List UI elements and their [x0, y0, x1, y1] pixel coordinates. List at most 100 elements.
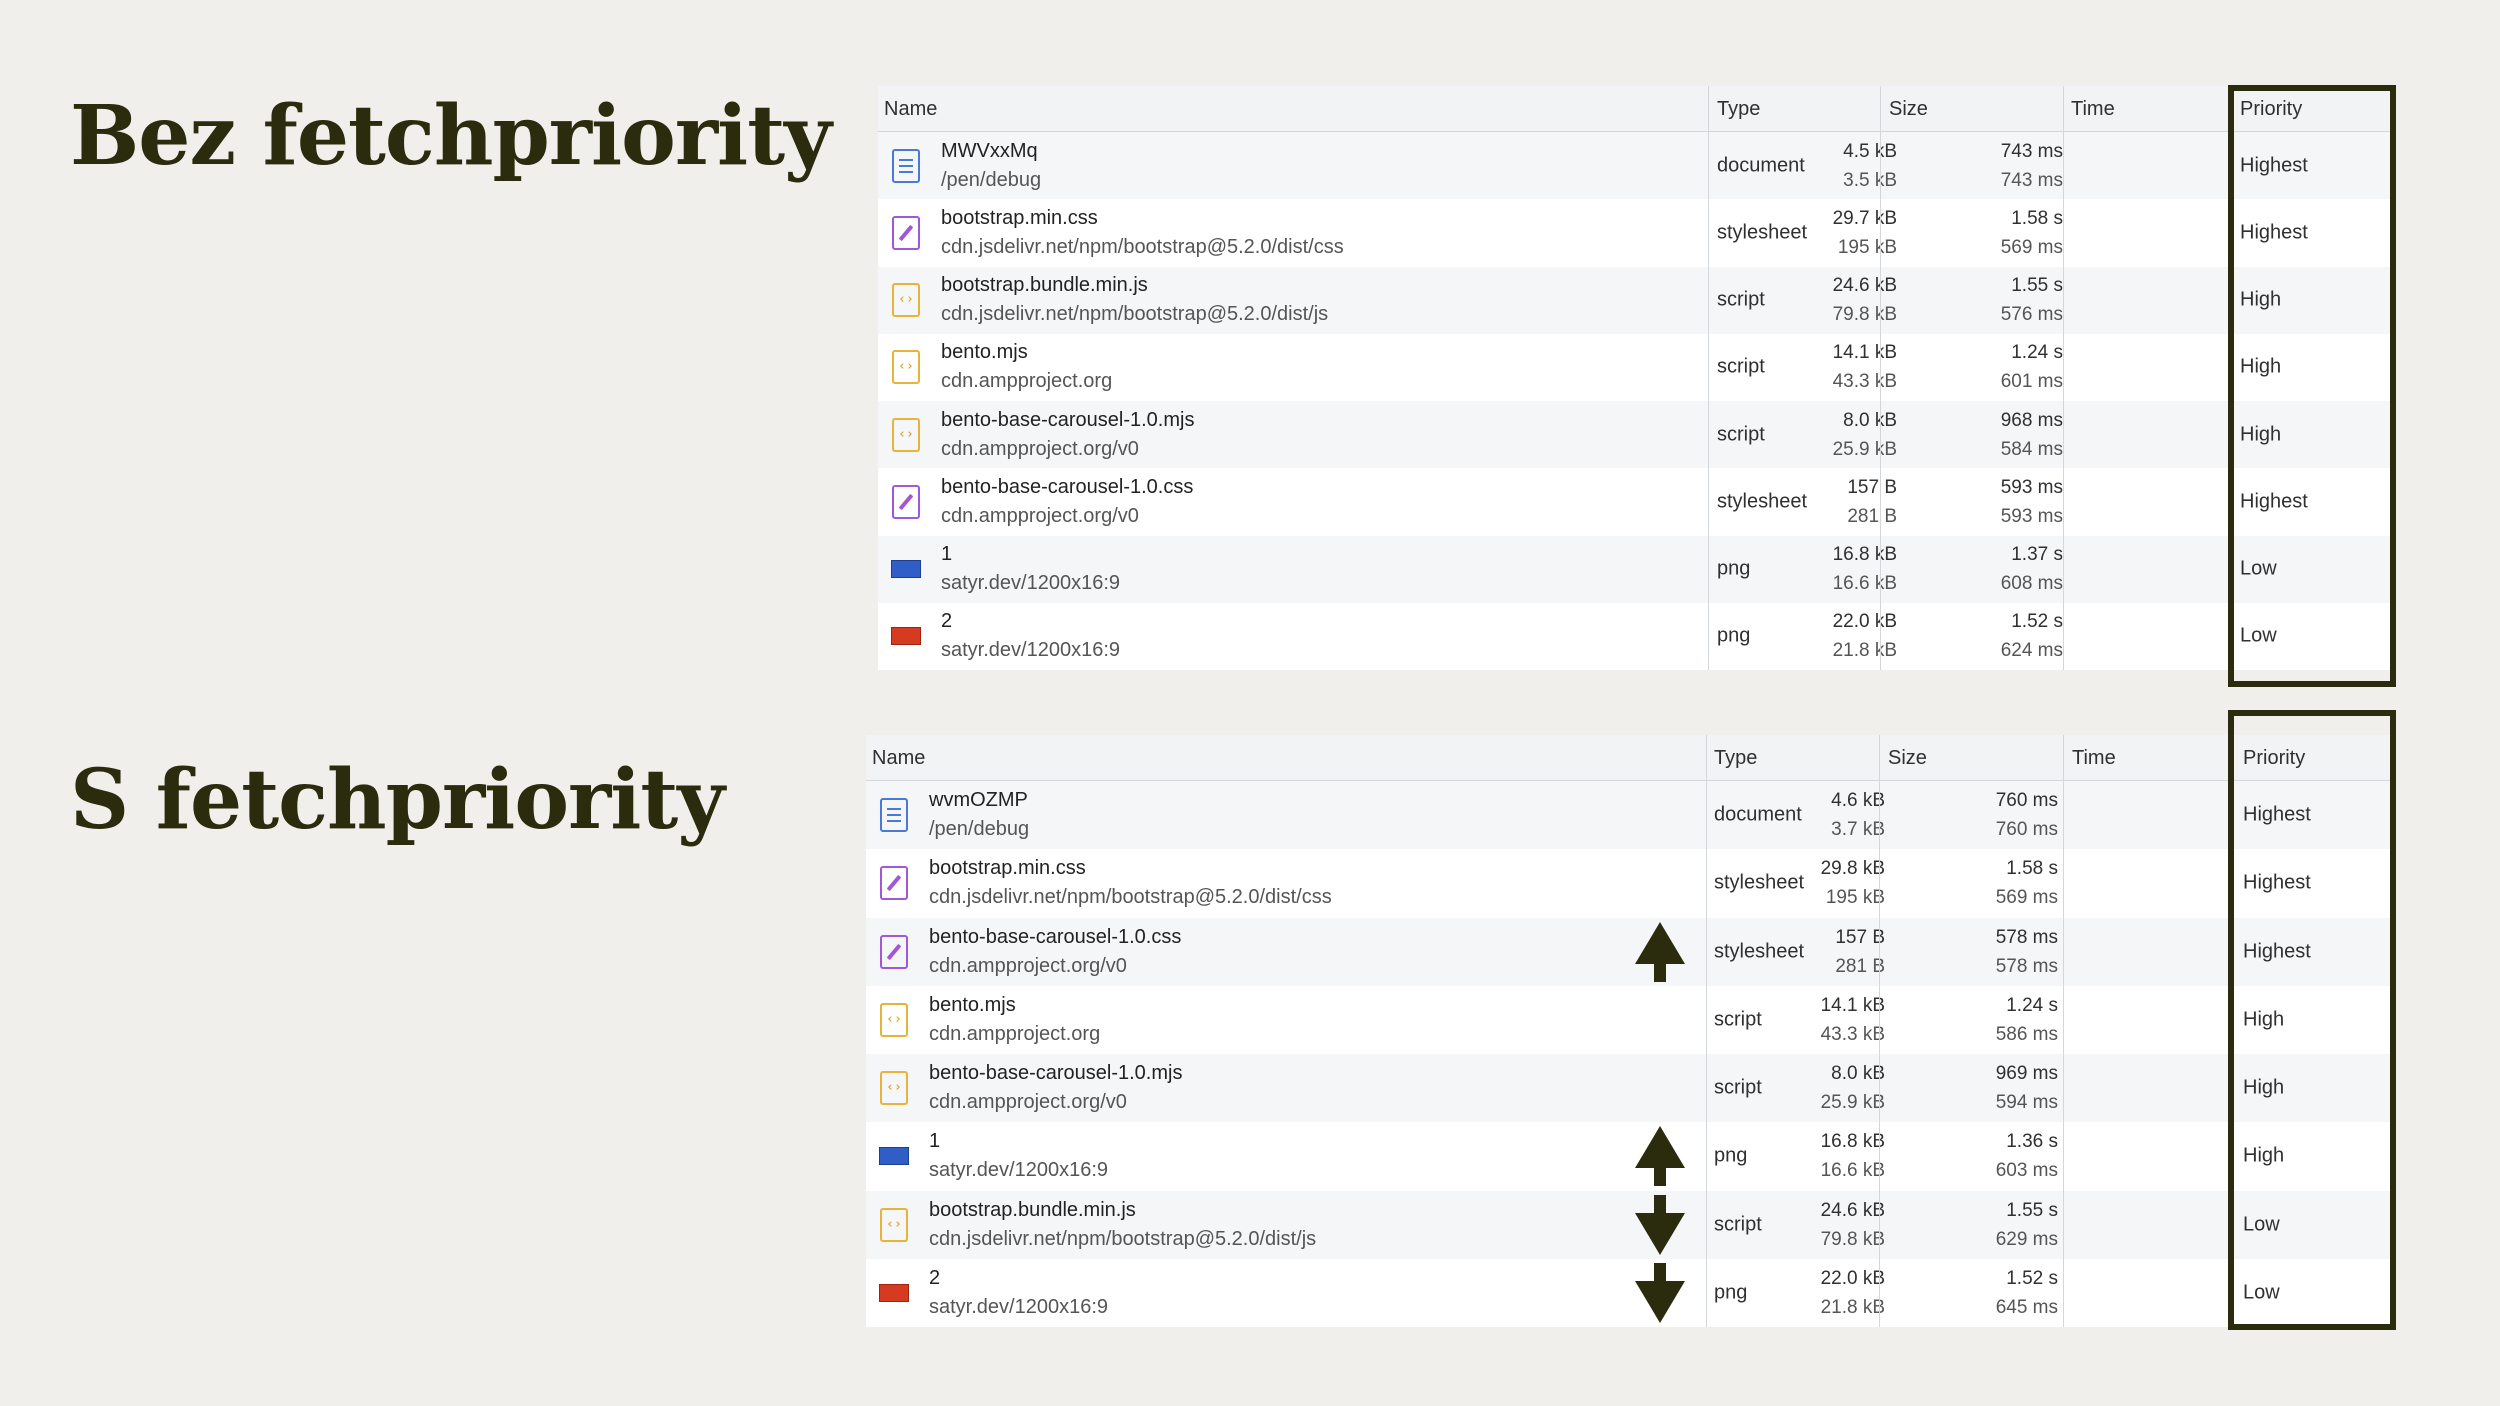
resource-size: 79.8 kB [1832, 304, 1897, 326]
latency-time: 601 ms [2000, 371, 2063, 393]
resource-domain: satyr.dev/1200x16:9 [941, 639, 1121, 662]
total-time: 1.37 s [2011, 544, 2063, 566]
header-size[interactable]: Size [1888, 747, 1927, 769]
size-cell: 22.0 kB 21.8 kB [1833, 607, 1897, 665]
table-row[interactable]: ‹› bento.mjs cdn.ampproject.org script 14.1 … [866, 985, 2392, 1054]
total-time: 1.58 s [2011, 207, 2063, 229]
column-divider [2063, 735, 2064, 1327]
title-without-fetchpriority: Bez fetchpriority [70, 88, 832, 184]
resource-size: 16.6 kB [1832, 573, 1897, 595]
priority-value: Highest [2243, 803, 2311, 826]
header-time[interactable]: Time [2071, 98, 2115, 120]
document-icon [892, 148, 920, 183]
size-cell: 16.8 kB 16.6 kB [1833, 540, 1897, 598]
header-time[interactable]: Time [2072, 747, 2116, 769]
resource-size: 79.8 kB [1820, 1228, 1885, 1250]
resource-domain: cdn.jsdelivr.net/npm/bootstrap@5.2.0/dis… [929, 886, 1332, 909]
script-icon: ‹› [892, 283, 920, 318]
png-red-icon [879, 1283, 909, 1302]
table-row[interactable]: bootstrap.min.css cdn.jsdelivr.net/npm/bo… [878, 199, 2392, 267]
resource-name-cell: bento.mjs cdn.ampproject.org [941, 338, 1112, 396]
size-cell: 14.1 kB 43.3 kB [1833, 338, 1897, 396]
priority-value: Highest [2240, 221, 2308, 244]
table-row[interactable]: 1 satyr.dev/1200x16:9 png 16.8 kB 16.6 kB 1.3… [878, 535, 2392, 603]
resource-name: bento.mjs [929, 993, 1016, 1016]
header-priority[interactable]: Priority [2240, 98, 2303, 120]
table-row[interactable]: ‹› bootstrap.bundle.min.js cdn.jsdelivr.ne… [866, 1190, 2392, 1259]
total-time: 760 ms [1995, 790, 2058, 812]
size-cell: 14.1 kB 43.3 kB [1821, 991, 1885, 1049]
header-priority[interactable]: Priority [2243, 747, 2306, 769]
resource-size: 25.9 kB [1820, 1092, 1885, 1114]
table-row[interactable]: bento-base-carousel-1.0.css cdn.ampprojec… [866, 917, 2392, 986]
resource-name-cell: bento-base-carousel-1.0.css cdn.ampprojec… [929, 923, 1181, 981]
table-row[interactable]: ‹› bootstrap.bundle.min.js cdn.jsdelivr.ne… [878, 266, 2392, 334]
resource-type: script [1714, 1213, 1762, 1236]
transfer-size: 24.6 kB [1832, 275, 1897, 297]
time-cell: 1.52 s 645 ms [1996, 1264, 2058, 1322]
resource-domain: cdn.ampproject.org/v0 [929, 954, 1127, 977]
resource-domain: cdn.ampproject.org [941, 370, 1113, 393]
resource-name: bento-base-carousel-1.0.css [929, 925, 1182, 948]
priority-value: High [2240, 288, 2282, 311]
table-row[interactable]: ‹› bento-base-carousel-1.0.mjs cdn.ampproj… [866, 1054, 2392, 1123]
transfer-size: 14.1 kB [1820, 994, 1885, 1016]
time-cell: 760 ms 760 ms [1996, 786, 2058, 844]
time-cell: 743 ms 743 ms [2001, 137, 2063, 195]
table-row[interactable]: wvmOZMP/pen/debug document 4.6 kB 3.7 kB 760… [866, 781, 2392, 850]
document-icon [880, 798, 908, 833]
total-time: 1.24 s [2006, 994, 2058, 1016]
total-time: 1.58 s [2006, 858, 2058, 880]
resource-domain: /pen/debug [929, 818, 1030, 841]
table-row[interactable]: ‹› bento.mjs cdn.ampproject.org script 14.1 … [878, 333, 2392, 401]
script-icon: ‹› [880, 1207, 908, 1242]
table-row[interactable]: bento-base-carousel-1.0.css cdn.ampprojec… [878, 468, 2392, 536]
stylesheet-icon [880, 934, 908, 969]
resource-name-cell: bento-base-carousel-1.0.mjs cdn.ampprojec… [929, 1059, 1182, 1117]
header-name[interactable]: Name [872, 747, 926, 769]
total-time: 1.55 s [2006, 1199, 2058, 1221]
resource-size: 43.3 kB [1820, 1023, 1885, 1045]
total-time: 1.52 s [2006, 1267, 2058, 1289]
table-row[interactable]: MWVxxMq/pen/debug document 4.5 kB 3.5 kB 743… [878, 132, 2392, 200]
header-size[interactable]: Size [1889, 98, 1928, 120]
resource-name: bootstrap.bundle.min.js [941, 274, 1148, 297]
total-time: 578 ms [1995, 926, 2058, 948]
transfer-size: 157 B [1835, 926, 1885, 948]
latency-time: 584 ms [2000, 438, 2063, 460]
time-cell: 1.55 s 629 ms [1996, 1196, 2058, 1254]
script-icon: ‹› [892, 417, 920, 452]
resource-type: document [1714, 803, 1802, 826]
resource-domain: cdn.ampproject.org/v0 [941, 437, 1139, 460]
resource-type: stylesheet [1714, 940, 1805, 963]
stylesheet-icon [880, 866, 908, 901]
time-cell: 1.24 s 586 ms [1996, 991, 2058, 1049]
script-icon: ‹› [880, 1071, 908, 1106]
table-row[interactable]: bootstrap.min.css cdn.jsdelivr.net/npm/bo… [866, 849, 2392, 918]
latency-time: 576 ms [2000, 304, 2063, 326]
header-type[interactable]: Type [1717, 98, 1761, 120]
total-time: 743 ms [2000, 140, 2063, 162]
resource-name-cell: bootstrap.bundle.min.js cdn.jsdelivr.net/… [929, 1196, 1316, 1254]
header-type[interactable]: Type [1714, 747, 1758, 769]
resource-domain: cdn.jsdelivr.net/npm/bootstrap@5.2.0/dis… [929, 1227, 1317, 1250]
table-row[interactable]: 1 satyr.dev/1200x16:9 png 16.8 kB 16.6 kB 1.3… [866, 1122, 2392, 1191]
resource-name: bento-base-carousel-1.0.mjs [929, 1062, 1183, 1085]
table-row[interactable]: 2 satyr.dev/1200x16:9 png 22.0 kB 21.8 kB 1.5… [866, 1258, 2392, 1327]
resource-name: bootstrap.min.css [941, 206, 1098, 229]
time-cell: 1.58 s 569 ms [2001, 204, 2063, 262]
header-name[interactable]: Name [884, 98, 938, 120]
resource-name-cell: MWVxxMq/pen/debug [941, 137, 1041, 195]
resource-name-cell: bootstrap.min.css cdn.jsdelivr.net/npm/bo… [929, 854, 1332, 912]
resource-name-cell: 2 satyr.dev/1200x16:9 [941, 607, 1120, 665]
table-row[interactable]: ‹› bento-base-carousel-1.0.mjs cdn.ampproj… [878, 401, 2392, 469]
time-cell: 593 ms 593 ms [2001, 473, 2063, 531]
resource-name-cell: bootstrap.bundle.min.js cdn.jsdelivr.net/… [941, 271, 1328, 329]
resource-size: 3.5 kB [1843, 169, 1897, 191]
transfer-size: 16.8 kB [1832, 544, 1897, 566]
size-cell: 4.6 kB 3.7 kB [1831, 786, 1885, 844]
latency-time: 593 ms [2000, 505, 2063, 527]
latency-time: 760 ms [1995, 819, 2058, 841]
table-row[interactable]: 2 satyr.dev/1200x16:9 png 22.0 kB 21.8 kB 1.5… [878, 602, 2392, 670]
total-time: 1.55 s [2011, 275, 2063, 297]
